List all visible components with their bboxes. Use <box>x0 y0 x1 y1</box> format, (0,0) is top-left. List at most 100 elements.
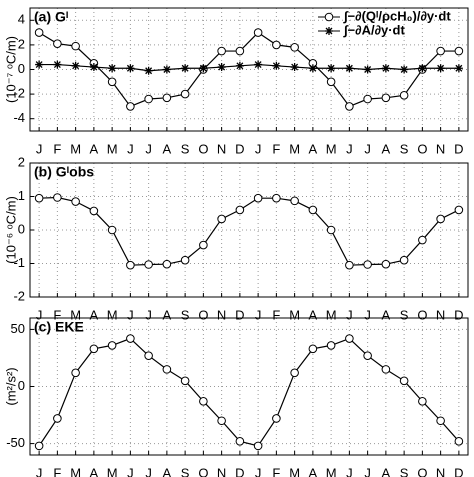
x-tick-label: J <box>36 465 43 477</box>
y-tick-label: 1 <box>18 188 25 203</box>
circle-marker <box>71 197 80 206</box>
x-tick-label: S <box>181 141 190 156</box>
circle-marker <box>345 334 354 343</box>
circle-marker <box>235 205 245 215</box>
x-tick-label: M <box>289 141 300 156</box>
circle-marker <box>272 414 281 423</box>
x-tick-label: F <box>53 307 61 322</box>
x-tick-label: O <box>417 141 427 156</box>
circle-marker <box>454 205 464 215</box>
circle-marker <box>290 43 299 52</box>
circle-marker <box>326 341 336 350</box>
circle-marker <box>34 441 44 451</box>
x-tick-label: F <box>272 307 280 322</box>
x-tick-label: J <box>364 465 371 477</box>
x-tick-label: N <box>436 141 445 156</box>
circle-marker <box>107 341 117 350</box>
x-tick-label: A <box>90 465 99 477</box>
star-marker <box>144 66 153 75</box>
star-marker <box>345 64 354 73</box>
x-tick-label: J <box>346 307 353 322</box>
circle-marker <box>272 40 281 50</box>
star-marker <box>254 60 263 69</box>
series-line <box>38 337 460 447</box>
circle-marker <box>363 94 372 104</box>
panel-title: (c) EKE <box>34 319 84 335</box>
star-marker <box>126 64 135 73</box>
x-tick-label: M <box>70 465 81 477</box>
circle-marker <box>71 368 80 378</box>
x-tick-label: A <box>163 465 172 477</box>
circle-marker <box>144 94 153 104</box>
circle-marker <box>253 193 263 203</box>
star-marker <box>35 60 44 69</box>
star-marker <box>454 64 463 73</box>
circle-marker <box>89 344 99 354</box>
x-tick-label: J <box>145 465 152 477</box>
circle-marker <box>107 225 117 235</box>
x-tick-label: J <box>145 141 152 156</box>
y-tick-label: 2 <box>18 154 25 169</box>
circle-marker <box>89 206 99 216</box>
circle-marker <box>34 28 44 37</box>
x-tick-label: S <box>400 141 409 156</box>
circle-marker <box>290 196 299 206</box>
x-tick-label: A <box>382 465 391 477</box>
circle-marker <box>235 437 245 446</box>
circle-marker <box>126 102 135 111</box>
star-marker <box>290 63 299 72</box>
circle-marker <box>436 214 445 224</box>
x-tick-label: S <box>181 465 190 477</box>
x-tick-label: J <box>255 141 262 156</box>
x-tick-label: M <box>289 465 300 477</box>
x-tick-label: D <box>235 307 244 322</box>
circle-marker <box>363 351 372 360</box>
circle-marker <box>418 397 427 406</box>
circle-marker <box>381 93 391 103</box>
circle-marker <box>436 46 445 56</box>
series-line <box>39 196 460 266</box>
star-marker <box>108 64 117 73</box>
panel-title: (b) Gᴵobs <box>34 164 94 180</box>
x-tick-label: J <box>364 141 371 156</box>
circle-marker <box>454 46 464 56</box>
x-tick-label: F <box>272 465 280 477</box>
circle-marker <box>53 414 62 423</box>
x-tick-label: D <box>454 307 463 322</box>
x-tick-label: J <box>127 307 134 322</box>
x-tick-label: J <box>36 141 43 156</box>
star-marker <box>235 61 244 70</box>
x-tick-label: O <box>198 141 208 156</box>
circle-marker <box>162 259 172 269</box>
x-tick-label: M <box>326 465 337 477</box>
plot-frame <box>29 162 469 298</box>
circle-marker <box>345 102 354 111</box>
y-tick-label: 0 <box>18 221 25 236</box>
circle-marker <box>217 214 226 224</box>
star-marker <box>308 64 317 73</box>
star-marker <box>181 64 190 73</box>
x-tick-label: N <box>217 307 226 322</box>
x-tick-label: D <box>235 141 244 156</box>
circle-marker <box>180 376 190 386</box>
legend-label: ∫−∂A/∂y·dt <box>343 22 406 37</box>
circle-marker <box>308 205 318 215</box>
x-tick-label: A <box>309 465 318 477</box>
circle-marker <box>126 260 135 270</box>
circle-marker <box>235 46 245 56</box>
circle-marker <box>290 368 299 378</box>
circle-marker <box>363 260 372 269</box>
circle-marker <box>436 416 445 426</box>
y-tick-label: -1 <box>13 255 25 270</box>
x-tick-label: M <box>107 141 118 156</box>
circle-marker <box>199 240 208 250</box>
circle-marker <box>144 351 153 360</box>
plot-frame <box>29 7 469 132</box>
circle-marker <box>253 28 263 37</box>
circle-marker <box>399 255 409 265</box>
star-marker <box>327 64 336 73</box>
x-tick-label: D <box>235 465 244 477</box>
x-tick-label: A <box>163 141 172 156</box>
y-axis-label: (10⁻⁷ ᵒC/m) <box>3 36 18 103</box>
